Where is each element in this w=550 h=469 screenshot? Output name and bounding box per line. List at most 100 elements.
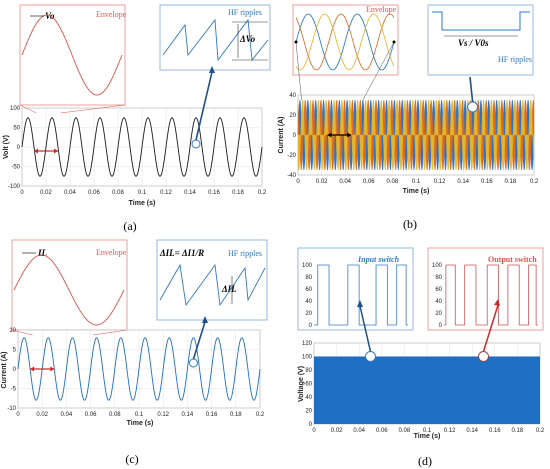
inset-c-envelope-label: Envelope <box>96 248 127 257</box>
d-xlabel: Time (s) <box>414 433 441 440</box>
inset-d-input <box>297 247 414 331</box>
x-tick-label: 0.14 <box>457 179 469 185</box>
ripple-wave <box>159 263 266 307</box>
x-tick-label: 0.2 <box>256 412 265 418</box>
inset-c-ripple <box>156 239 268 321</box>
series-phase-gold <box>297 99 535 171</box>
zoom-circle-output <box>478 351 489 362</box>
x-tick-label: 0.12 <box>444 428 456 434</box>
x-tick-label: 0.06 <box>376 428 388 434</box>
x-tick-label: 0.1 <box>423 428 432 434</box>
zoom-arrow-output-head <box>494 299 500 306</box>
x-tick-label: 0.02 <box>36 412 48 418</box>
inset-y-tick: 40 <box>435 299 442 305</box>
y-tick-label: -40 <box>287 173 296 179</box>
x-tick-label: 0.02 <box>40 190 52 196</box>
b-panel-label: (b) <box>403 217 417 231</box>
inset-a-envelope-label: Envelope <box>96 10 127 19</box>
inset-c-il-label: IL <box>37 248 48 258</box>
series-switch-voltage <box>314 356 540 424</box>
inset-y-tick: 100 <box>302 263 313 269</box>
inset-d-output-label: Output switch <box>488 255 537 264</box>
x-tick-label: 0 <box>16 412 20 418</box>
y-tick-label: -5 <box>11 387 17 393</box>
y-tick-label: 40 <box>305 395 312 401</box>
inset-c-ripple-label: HF ripples <box>228 249 262 258</box>
x-tick-label: 0.12 <box>160 190 172 196</box>
zoom-arrow-input <box>359 305 372 352</box>
panel-a: Vo Envelope HF ripples ΔVo 0 0.02 0.04 0.06… <box>3 4 271 233</box>
zoom-line <box>60 104 126 114</box>
series-il <box>17 337 261 401</box>
envelope-phase-blue <box>295 13 395 71</box>
inset-b-ripple <box>427 4 534 76</box>
d-ylabel: Voltage (V) <box>298 366 305 402</box>
inset-y-tick: 0 <box>309 323 313 329</box>
y-tick-label: -100 <box>8 184 21 190</box>
inset-y-tick: 20 <box>305 311 312 317</box>
x-tick-label: 0.12 <box>434 179 446 185</box>
x-tick-label: 0.04 <box>353 428 365 434</box>
zoom-line <box>362 41 395 101</box>
x-tick-label: 0.2 <box>530 179 539 185</box>
zoom-arrow <box>195 71 213 141</box>
y-tick-label: 120 <box>302 341 313 347</box>
zoom-line <box>295 41 302 101</box>
zoom-line <box>11 329 33 336</box>
zoom-circle-input <box>365 351 376 362</box>
zoom-circle <box>467 101 479 113</box>
panel-b: Envelope Vs / V0s HF ripples 0 0.02 0.04 0.… <box>278 4 539 231</box>
switch-wave <box>444 264 538 326</box>
x-tick-label: 0.2 <box>258 190 267 196</box>
y-tick-label: 100 <box>302 355 313 361</box>
y-tick-label: 50 <box>13 126 20 132</box>
b-ylabel: Current (A) <box>278 117 285 154</box>
inset-a-ripple-label: HF ripples <box>228 8 262 17</box>
y-tick-label: 5 <box>13 348 17 354</box>
zoom-dot <box>392 40 396 44</box>
x-tick-label: 0.04 <box>339 179 351 185</box>
y-tick-label: 0 <box>17 145 21 151</box>
inset-b-envelope-label: Envelope <box>366 5 397 14</box>
envelope-phase-gold <box>295 13 395 71</box>
y-tick-label: 20 <box>305 409 312 415</box>
x-tick-label: 0.08 <box>387 179 399 185</box>
y-tick-label: 80 <box>305 368 312 374</box>
inset-y-tick: 100 <box>432 263 443 269</box>
y-tick-label: -10 <box>7 406 16 412</box>
inset-y-tick: 0 <box>439 323 443 329</box>
c-panel-label: (c) <box>125 452 138 466</box>
x-tick-label: 0.16 <box>481 179 493 185</box>
y-tick-label: 20 <box>289 113 296 119</box>
y-tick-label: -20 <box>287 153 296 159</box>
x-tick-label: 0.18 <box>512 428 524 434</box>
x-tick-label: 0.08 <box>399 428 411 434</box>
c-ylabel: Current (A) <box>1 352 8 389</box>
x-tick-label: 0.1 <box>135 412 144 418</box>
y-tick-label: 40 <box>289 93 296 99</box>
x-tick-label: 0.1 <box>412 179 421 185</box>
a-ylabel: Volt (V) <box>3 135 10 159</box>
y-tick-label: 0 <box>293 133 297 139</box>
x-tick-label: 0.08 <box>112 190 124 196</box>
inset-c-formula-label: ΔIL= ΔI1/R <box>159 248 204 258</box>
envelope-wave <box>13 254 125 326</box>
series-vo <box>21 117 263 177</box>
inset-y-tick: 80 <box>435 275 442 281</box>
inset-y-tick: 40 <box>305 299 312 305</box>
inset-c-envelope <box>11 239 128 331</box>
zoom-arrow-input-head <box>357 300 363 307</box>
x-tick-label: 0.16 <box>206 412 218 418</box>
a-panel-label: (a) <box>123 219 136 233</box>
y-tick-label: -50 <box>11 165 20 171</box>
ripple-wave <box>162 18 269 62</box>
y-tick-label: 10 <box>9 328 16 334</box>
c-xlabel: Time (s) <box>127 420 154 427</box>
inset-y-tick: 60 <box>305 287 312 293</box>
y-tick-label: 0 <box>13 367 17 373</box>
zoom-arrow-output <box>482 304 499 352</box>
x-tick-label: 0.06 <box>363 179 375 185</box>
x-tick-label: 0 <box>20 190 24 196</box>
